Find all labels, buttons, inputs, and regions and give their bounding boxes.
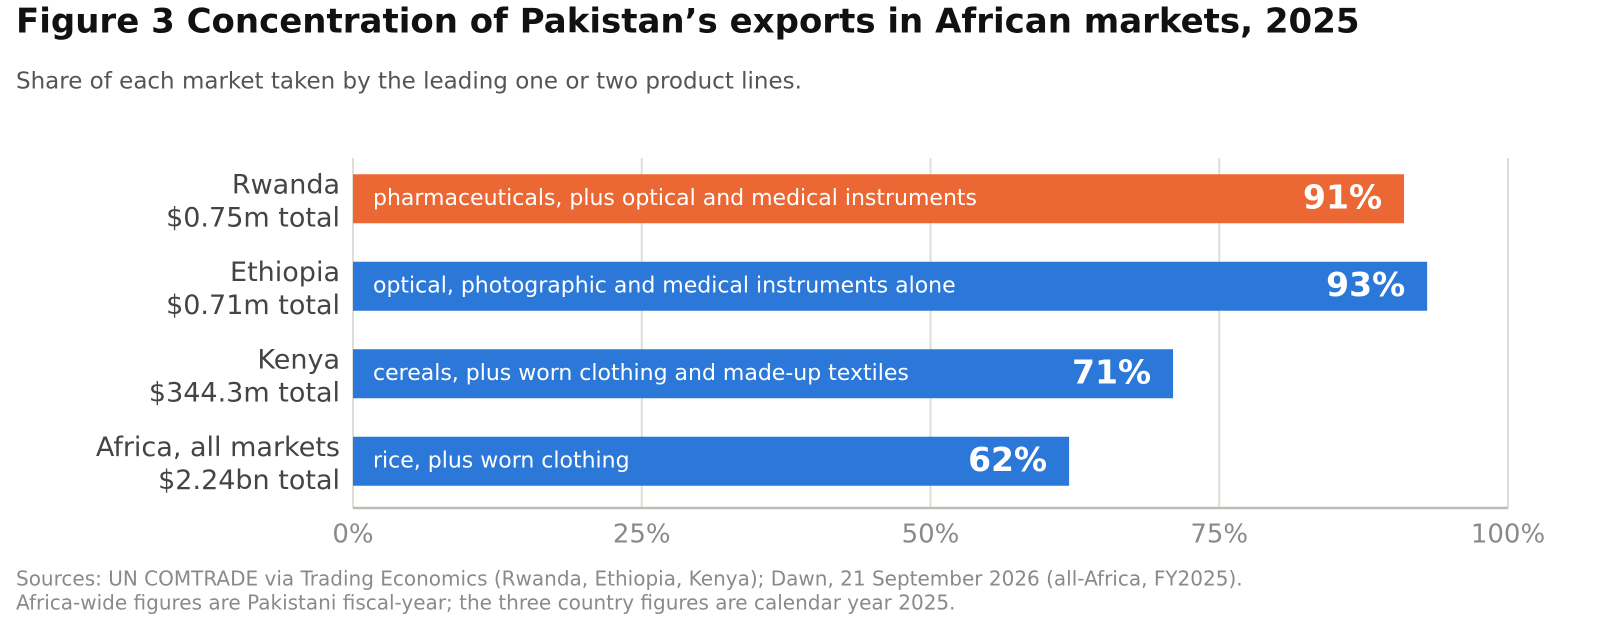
category-label: Africa, all markets bbox=[96, 432, 340, 463]
x-tick-label: 50% bbox=[902, 520, 960, 550]
bar-annotation: pharmaceuticals, plus optical and medica… bbox=[373, 186, 977, 211]
bar-annotation: cereals, plus worn clothing and made-up … bbox=[373, 361, 909, 386]
category-label: Rwanda bbox=[232, 169, 340, 200]
category-total: $2.24bn total bbox=[158, 465, 340, 496]
category-label: Kenya bbox=[257, 344, 340, 375]
chart-title: Figure 3 Concentration of Pakistan’s exp… bbox=[16, 2, 1360, 42]
value-label: 62% bbox=[968, 440, 1047, 479]
bar-annotation: rice, plus worn clothing bbox=[373, 448, 630, 473]
value-label: 91% bbox=[1303, 177, 1382, 216]
x-tick-label: 0% bbox=[332, 520, 373, 550]
x-tick-label: 25% bbox=[613, 520, 671, 550]
bar-annotation: optical, photographic and medical instru… bbox=[373, 273, 956, 298]
bar bbox=[353, 174, 1405, 224]
value-label: 71% bbox=[1072, 352, 1151, 391]
bar bbox=[353, 436, 1070, 486]
bar bbox=[353, 261, 1428, 311]
x-tick-label: 75% bbox=[1190, 520, 1248, 550]
source-note: Africa-wide figures are Pakistani fiscal… bbox=[16, 591, 956, 615]
source-note: Sources: UN COMTRADE via Trading Economi… bbox=[16, 567, 1243, 591]
value-label: 93% bbox=[1326, 265, 1405, 304]
category-label: Ethiopia bbox=[230, 257, 340, 288]
category-total: $0.75m total bbox=[166, 202, 340, 233]
bar bbox=[353, 349, 1174, 399]
category-total: $344.3m total bbox=[149, 377, 340, 408]
x-tick-label: 100% bbox=[1471, 520, 1545, 550]
chart-subtitle: Share of each market taken by the leadin… bbox=[16, 69, 802, 95]
category-total: $0.71m total bbox=[166, 290, 340, 321]
